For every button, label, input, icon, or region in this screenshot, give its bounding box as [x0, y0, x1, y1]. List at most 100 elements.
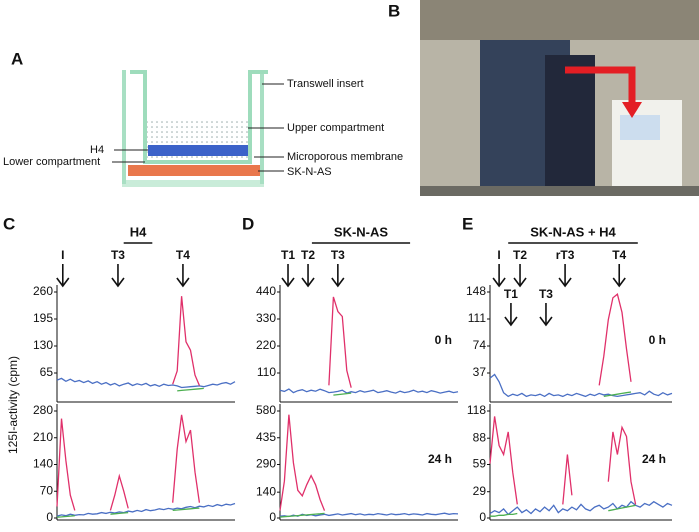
trace [56, 377, 236, 389]
shelf [420, 0, 699, 40]
arrow-label: T2 [513, 248, 527, 262]
insert-wall [130, 70, 268, 164]
trace [172, 296, 200, 386]
panel-label: E [462, 214, 473, 233]
arrow-head [56, 277, 70, 288]
label: Lower compartment [3, 156, 100, 168]
y-tick-label: 280 [33, 403, 53, 417]
trace [490, 504, 636, 517]
trace [328, 296, 352, 388]
label: Transwell insert [287, 78, 364, 90]
instrument [545, 55, 595, 190]
time-label: 0 h [435, 333, 452, 347]
arrow-head [558, 277, 572, 288]
flow-arrowhead [622, 102, 642, 118]
y-tick-label: 59 [473, 457, 487, 471]
y-tick-label: 330 [256, 311, 276, 325]
time-label: 24 h [642, 452, 666, 466]
y-tick-label: 580 [256, 403, 276, 417]
y-tick-label: 130 [33, 338, 53, 352]
arrow-label: T4 [176, 248, 190, 262]
panel-label: C [3, 214, 15, 233]
label: Upper compartment [287, 122, 384, 134]
y-tick-label: 111 [468, 311, 487, 325]
y-tick-label: 88 [473, 430, 487, 444]
trace [489, 373, 673, 398]
arrow-head [513, 277, 527, 288]
label: Microporous membrane [287, 151, 403, 163]
trace [489, 500, 673, 516]
well-bottom [122, 180, 264, 187]
y-tick-label: 110 [257, 365, 276, 379]
trace [56, 414, 201, 511]
arrow-label: T3 [331, 248, 345, 262]
panel-header: SK-N-AS [334, 224, 388, 239]
arrow-label: T4 [612, 248, 626, 262]
time-label: 0 h [649, 333, 666, 347]
trace [177, 387, 204, 392]
y-tick-label: 435 [256, 430, 276, 444]
trace [279, 414, 326, 511]
arrow-head [539, 316, 553, 327]
arrow-head [301, 277, 315, 288]
trace [603, 391, 632, 398]
arrow-head [111, 277, 125, 288]
arrow-head [612, 277, 626, 288]
photo [420, 0, 699, 196]
y-tick-label: 0 [269, 510, 276, 524]
y-tick-label: 0 [479, 510, 486, 524]
arrow-label: T2 [301, 248, 315, 262]
y-tick-label: 65 [40, 365, 54, 379]
y-tick-label: 37 [473, 365, 487, 379]
y-tick-label: 148 [466, 284, 486, 298]
detector [612, 100, 682, 190]
trace [598, 293, 632, 386]
y-tick-label: 0 [46, 510, 53, 524]
arrow-label: rT3 [556, 248, 575, 262]
display [620, 115, 660, 140]
arrow-head [331, 277, 345, 288]
label: SK-N-AS [287, 166, 332, 178]
y-tick-label: 29 [473, 484, 487, 498]
y-tick-label: 118 [467, 403, 486, 417]
arrow-label: T1 [504, 287, 518, 301]
trace [56, 502, 236, 517]
sk-cells [128, 165, 260, 176]
arrow-label: T3 [111, 248, 125, 262]
y-tick-label: 260 [33, 284, 53, 298]
y-axis-title: 125I-activity (cpm) [6, 356, 20, 454]
arrow-label: I [497, 248, 500, 262]
transwell-diagram: Transwell insert Upper compartment H4 Mi… [3, 70, 403, 187]
time-label: 24 h [428, 452, 452, 466]
trace [279, 388, 459, 394]
panel-label: A [11, 49, 23, 68]
y-tick-label: 290 [256, 457, 276, 471]
arrow-label: T1 [281, 248, 295, 262]
arrow-head [492, 277, 506, 288]
y-tick-label: 74 [473, 338, 487, 352]
arrow-head [281, 277, 295, 288]
bench [420, 186, 699, 196]
panel-header: SK-N-AS + H4 [530, 224, 616, 239]
arrow-label: I [61, 248, 64, 262]
label: H4 [90, 144, 104, 156]
y-tick-label: 140 [256, 484, 276, 498]
arrow-label: T3 [539, 287, 553, 301]
y-tick-label: 440 [256, 284, 276, 298]
y-tick-label: 70 [40, 483, 54, 497]
y-tick-label: 210 [33, 430, 53, 444]
panel-header: H4 [130, 224, 147, 239]
arrow-head [504, 316, 518, 327]
trace [56, 507, 200, 518]
trace [279, 512, 325, 518]
arrow-head [176, 277, 190, 288]
h4-cells [148, 145, 248, 156]
y-tick-label: 195 [33, 311, 53, 325]
y-tick-label: 140 [33, 457, 53, 471]
panel-label: B [388, 1, 400, 20]
flow-arrow [565, 66, 636, 105]
panel-label: D [242, 214, 254, 233]
y-tick-label: 220 [256, 338, 276, 352]
